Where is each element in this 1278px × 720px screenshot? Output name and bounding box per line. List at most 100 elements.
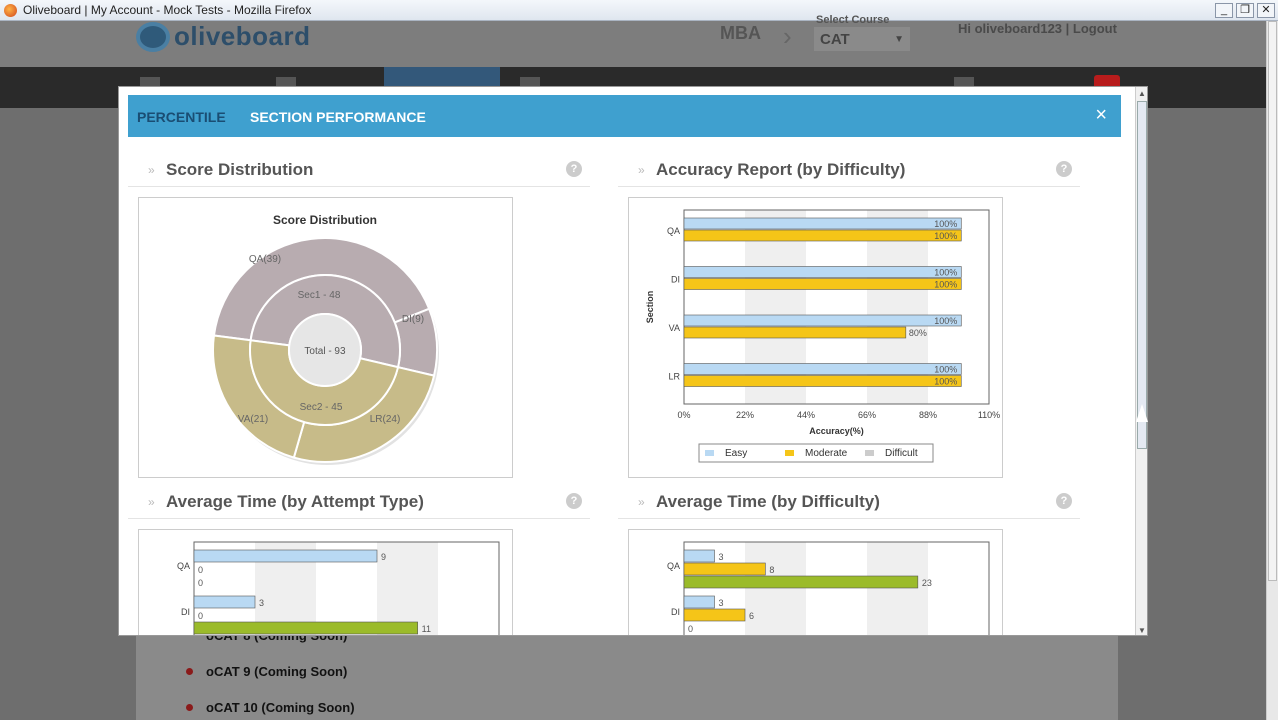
bar [683,326,907,339]
accuracy-chart-box: 0% 22% 44% 66% 88% 110% Accuracy(%) Section QA 10… [628,197,1003,478]
help-icon[interactable]: ? [1056,161,1072,177]
bar-value-label: 100% [934,280,957,290]
help-icon[interactable]: ? [1056,493,1072,509]
list-item[interactable]: oCAT 10 (Coming Soon) [206,700,355,715]
close-icon[interactable]: × [1095,104,1107,126]
bar-value-label: 100% [934,219,957,229]
page-scrollbar-thumb[interactable] [1268,21,1277,581]
section-title: Average Time (by Attempt Type) [166,492,424,511]
bar-value-label: 100% [934,268,957,278]
modal-body: » Score Distribution ? Score Distributio… [128,137,1121,635]
site-header: oliveboard MBA › Select Course CAT ▼ Hi … [0,14,1266,67]
section-header: » Average Time (by Attempt Type) ? [128,489,590,519]
y-tick-label: DI [671,607,680,617]
pie-slice-label: VA(21) [238,414,268,425]
section-title: Accuracy Report (by Difficulty) [656,160,906,179]
score-pie-chart: Score Distribution QA(39) DI(9) LR(24) VA(21… [212,213,439,465]
chevron-right-icon: › [783,21,792,51]
section-title: Average Time (by Difficulty) [656,492,880,511]
x-axis-label: Accuracy(%) [809,426,864,436]
close-window-button[interactable]: ✕ [1257,2,1275,18]
user-menu: Hi oliveboard123 | Logout [958,21,1117,36]
scroll-up-icon[interactable]: ▲ [1138,89,1146,98]
browser-titlebar: Oliveboard | My Account - Mock Tests - M… [0,0,1278,21]
minimize-button[interactable]: _ [1215,2,1233,18]
grid-band [867,542,928,635]
logout-link[interactable]: Logout [1072,21,1117,36]
course-value: CAT [820,31,850,48]
time-attempt-chart-box: QA 9 0 0 DI 3 0 11 [138,529,513,635]
help-icon[interactable]: ? [566,161,582,177]
bar [683,549,715,563]
pie-slice-label: DI(9) [402,314,424,325]
legend-label: Difficult [885,448,918,459]
bar [683,278,962,290]
bar-value-label: 3 [719,552,724,562]
bar [683,575,919,589]
bar-value-label: 0 [198,578,203,588]
bar-value-label: 8 [769,565,774,575]
pie-slice-label: Sec1 - 48 [298,290,341,301]
firefox-icon [4,3,17,17]
course-select[interactable]: CAT ▼ [814,27,910,51]
course-label: Select Course [816,14,890,26]
double-chevron-icon: » [638,495,645,509]
list-item[interactable]: oCAT 9 (Coming Soon) [206,664,348,679]
performance-modal: PERCENTILE SECTION PERFORMANCE × » Score… [118,86,1148,636]
bar-value-label: 100% [934,377,957,387]
bar [683,608,746,622]
pie-slice-label: QA(39) [249,254,281,265]
tab-section-performance[interactable]: SECTION PERFORMANCE [250,109,426,125]
help-icon[interactable]: ? [566,493,582,509]
restore-button[interactable]: ❐ [1236,2,1254,18]
bar-value-label: 6 [749,611,754,621]
logo-icon [136,21,170,52]
bullet-icon [186,704,193,711]
bar-value-label: 100% [934,231,957,241]
bar-value-label: 0 [198,611,203,621]
modal-scrollbar[interactable]: ▲ ▼ [1135,87,1147,635]
x-tick-label: 22% [736,410,754,420]
time-difficulty-chart-box: QA 3 8 23 DI 3 6 0 [628,529,1003,635]
section-header: » Accuracy Report (by Difficulty) ? [618,157,1080,187]
pie-center [288,313,362,387]
logo[interactable]: oliveboard [136,21,310,52]
time-difficulty-bar-chart: QA 3 8 23 DI 3 6 0 [667,541,990,635]
page-scrollbar[interactable] [1266,21,1278,720]
bar-value-label: 23 [922,578,932,588]
y-tick-label: LR [668,372,680,382]
y-tick-label: QA [177,561,190,571]
tab-percentile[interactable]: PERCENTILE [137,109,226,125]
bar [193,621,418,635]
chart-title: Score Distribution [273,213,377,227]
scroll-down-icon[interactable]: ▼ [1138,626,1146,635]
bar [193,595,256,609]
exam-label[interactable]: MBA [720,23,761,43]
y-tick-label: DI [181,607,190,617]
double-chevron-icon: » [148,495,155,509]
bar [683,229,962,242]
pie-slice-label: Sec2 - 45 [300,402,343,413]
x-tick-label: 88% [919,410,937,420]
bar-value-label: 0 [688,624,693,634]
bar [683,363,962,375]
modal-scrollbar-thumb[interactable] [1137,101,1147,449]
legend-swatch [865,450,874,456]
y-tick-label: DI [671,275,680,285]
section-header: » Average Time (by Difficulty) ? [618,489,1080,519]
bar [683,595,715,609]
legend-swatch [705,450,714,456]
plot-frame [683,209,990,405]
bar-value-label: 100% [934,316,957,326]
double-chevron-icon: » [638,163,645,177]
mouse-cursor-icon [1136,404,1148,422]
bar-value-label: 3 [259,598,264,608]
accuracy-bar-chart: 0% 22% 44% 66% 88% 110% Accuracy(%) Section QA 10… [645,209,1000,463]
legend-label: Moderate [805,448,848,459]
bar-value-label: 11 [422,624,431,634]
user-greeting: Hi oliveboard123 [958,21,1063,36]
grid-band [377,542,438,635]
y-tick-label: QA [667,226,680,236]
x-tick-label: 110% [978,410,1000,420]
score-chart-box: Score Distribution QA(39) DI(9) LR(24) VA(21… [138,197,513,478]
